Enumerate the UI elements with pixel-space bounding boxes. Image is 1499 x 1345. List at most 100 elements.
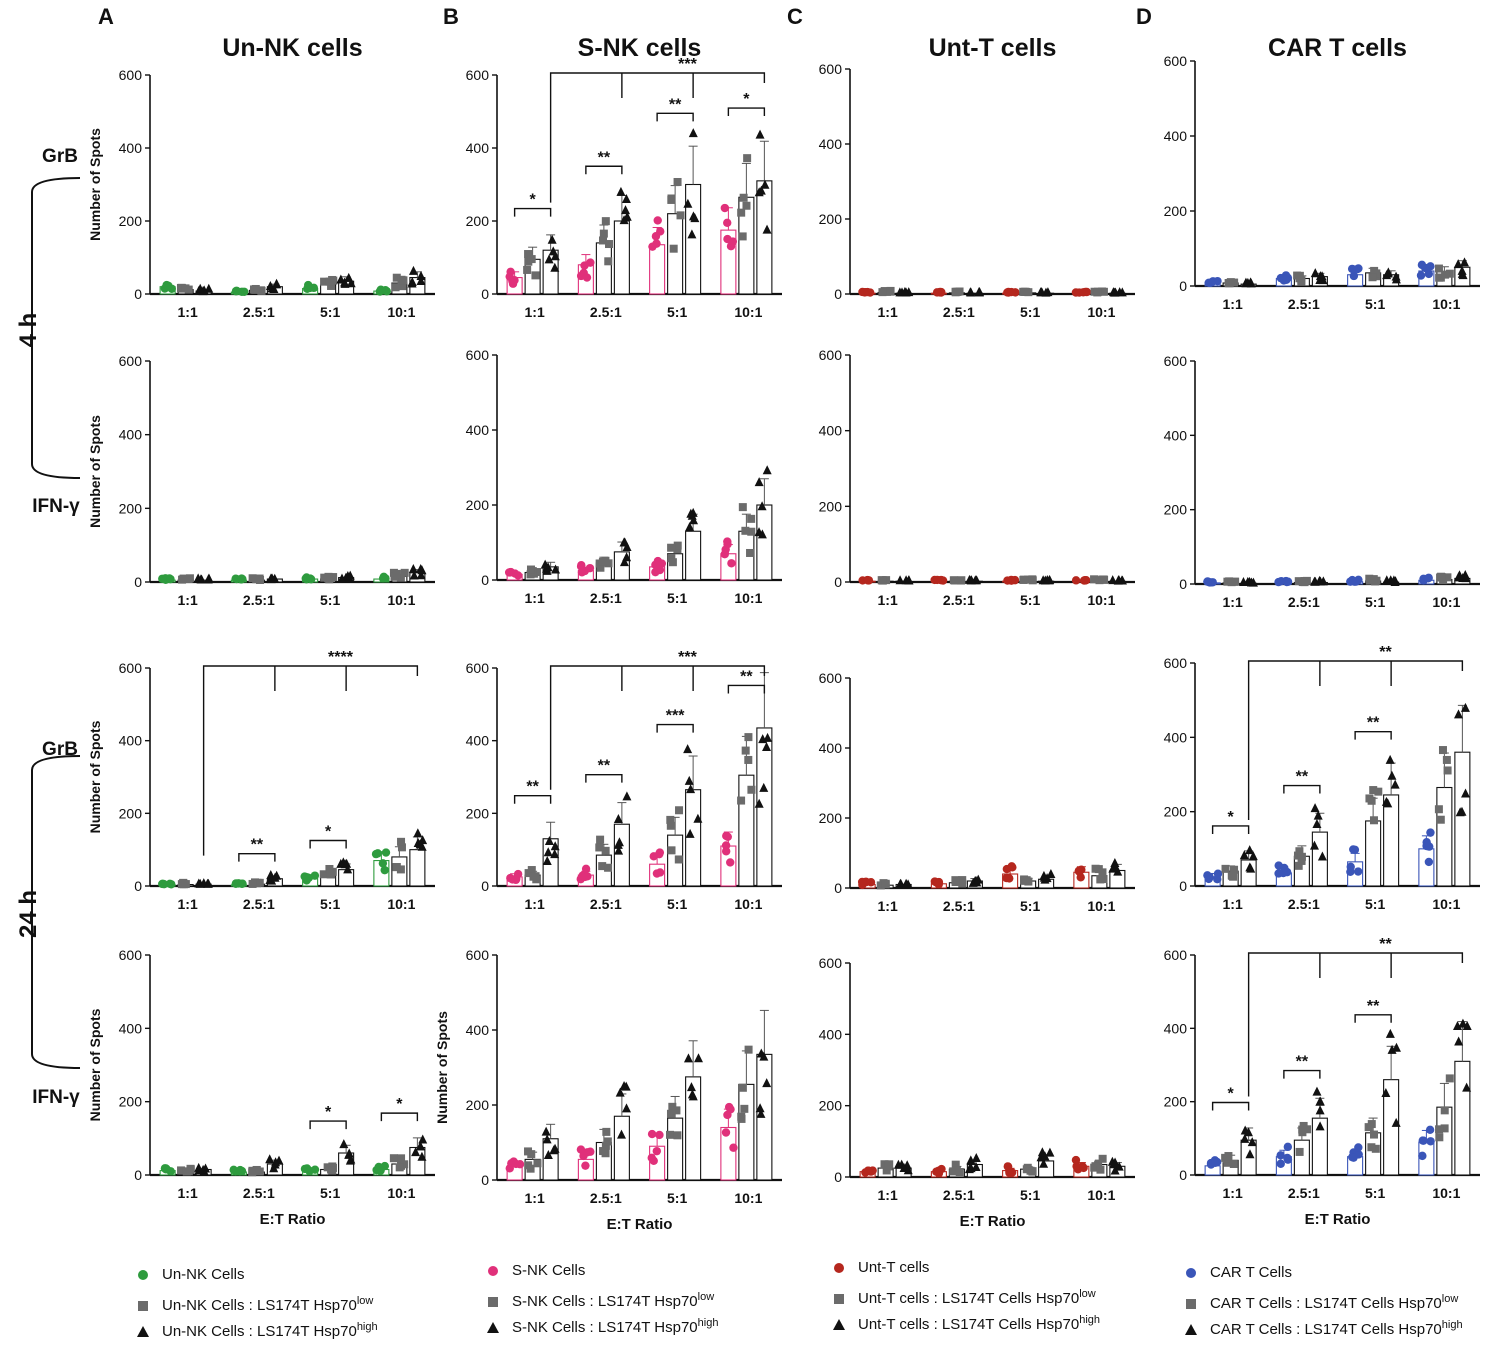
data-point [343,864,353,874]
data-point [1354,1143,1363,1152]
data-point [1240,1125,1250,1135]
data-point [957,576,966,585]
data-point [1312,1086,1322,1096]
data-point [882,1166,891,1175]
legend-s-nk: S-NK Cells S-NK Cells : LS174T Hsp70low S-… [480,1258,718,1336]
data-point [1365,794,1374,803]
significance-bracket [1247,660,1464,820]
data-point [652,239,661,248]
data-point [880,1160,889,1169]
data-point [1099,287,1108,296]
x-tick-label: 5:1 [320,896,340,912]
data-point [973,874,983,884]
x-tick-label: 5:1 [1020,898,1040,914]
data-point [199,285,209,295]
data-point [747,785,756,794]
circle-marker-icon [1178,1260,1204,1286]
triangle-marker-icon [826,1312,852,1338]
data-point [325,277,334,286]
data-point [328,1166,337,1175]
y-tick-label: 200 [466,213,490,229]
bar [756,504,773,581]
significance-label: ** [1296,1054,1309,1071]
significance-bracket [238,852,276,862]
x-tick-label: 5:1 [667,304,687,320]
data-point [576,1145,586,1154]
column-title: CAR T cells [1268,34,1407,62]
x-tick-label: 5:1 [667,590,687,606]
data-point [1458,270,1468,280]
data-point [162,280,171,290]
significance-bracket [727,107,766,117]
data-point [1422,837,1431,847]
x-tick-label: 5:1 [1365,896,1385,912]
data-point [269,1163,279,1173]
y-tick-label: 400 [1164,128,1188,144]
data-point [253,879,262,888]
data-point [742,201,751,210]
data-point [741,526,750,535]
data-point [622,791,632,801]
data-point [400,1160,409,1169]
data-point [656,227,665,236]
data-point [876,881,885,890]
y-axis-label: Number of Spots [87,128,103,241]
data-point [416,276,426,286]
data-point [1440,1106,1449,1115]
data-point [689,515,699,525]
data-point [974,287,984,297]
data-point [655,868,665,877]
data-point [655,1130,664,1140]
data-point [346,278,356,288]
y-tick-label: 0 [1179,878,1187,894]
data-point [1280,863,1289,873]
data-point [179,574,188,583]
data-point [550,841,560,851]
data-point [416,270,426,280]
data-point [543,847,553,857]
x-tick-label: 10:1 [1087,592,1115,608]
legend-item: S-NK Cells : LS174T Hsp70high [480,1310,718,1336]
data-point [965,287,975,297]
data-point [511,1159,521,1169]
x-tick-label: 5:1 [1020,304,1040,320]
data-point [252,1165,261,1174]
data-point [337,573,347,583]
legend-label: CAR T Cells [1210,1264,1292,1281]
data-point [900,286,910,296]
data-point [755,129,765,139]
panel-letter: C [787,4,803,29]
data-point [739,193,748,202]
bar [1383,794,1400,887]
figure-canvas: A B C D Un-NK cells S-NK cells Unt-T cells CAR … [15,4,1480,1230]
data-point [724,1102,734,1112]
x-axis-label: E:T Ratio [960,1213,1026,1230]
data-point [740,1104,749,1113]
data-point [688,1091,698,1101]
data-point [1374,787,1383,796]
data-point [1389,575,1399,585]
bar [409,849,426,887]
data-point [1434,805,1443,814]
data-point [1028,576,1037,585]
data-point [1369,816,1378,825]
circle-marker-icon [826,1255,852,1281]
legend-superscript: high [1079,1314,1101,1326]
x-tick-label: 1:1 [878,898,898,914]
legend-item: Unt-T cells : LS174T Cells Hsp70low [826,1281,1100,1307]
legend-superscript: low [1079,1288,1096,1300]
data-point [1042,574,1052,584]
data-point [1455,570,1465,580]
data-point [1391,1117,1401,1127]
data-point [418,1134,428,1144]
data-point [673,1131,682,1140]
y-tick-label: 400 [466,422,490,438]
y-tick-label: 600 [819,955,843,971]
chart-panel-a-0: 0 200 400 600 Number of Spots 1:1 2.5:1 5:1 10:1 [87,67,435,320]
data-point [1246,577,1256,587]
data-point [1098,1154,1107,1163]
data-point [599,236,608,245]
data-point [1452,1020,1462,1030]
data-point [601,217,610,226]
